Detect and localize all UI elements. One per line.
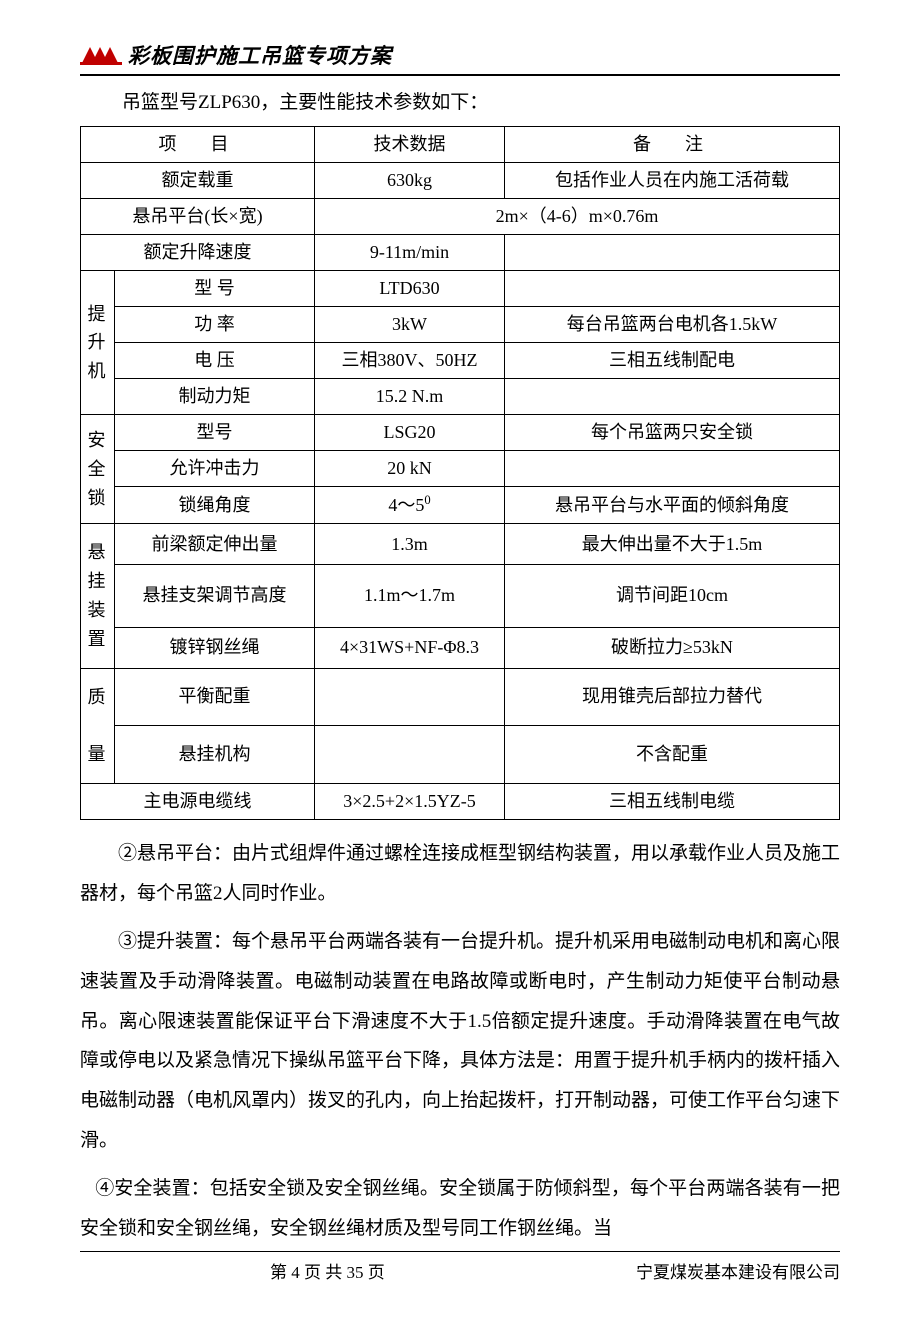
cell: LTD630 bbox=[315, 271, 505, 307]
cell: 调节间距10cm bbox=[505, 564, 840, 627]
cell: 破断拉力≥53kN bbox=[505, 628, 840, 669]
header-title: 彩板围护施工吊篮专项方案 bbox=[128, 40, 392, 70]
table-row: 额定升降速度 9-11m/min bbox=[81, 235, 840, 271]
table-row: 安全锁 型号 LSG20 每个吊篮两只安全锁 bbox=[81, 415, 840, 451]
table-row: 悬吊平台(长×宽) 2m×（4-6）m×0.76m bbox=[81, 199, 840, 235]
page-header: 彩板围护施工吊篮专项方案 bbox=[80, 40, 840, 76]
group-label: 提升机 bbox=[81, 271, 115, 415]
table-row: 制动力矩 15.2 N.m bbox=[81, 379, 840, 415]
cell: 制动力矩 bbox=[115, 379, 315, 415]
cell: 20 kN bbox=[315, 451, 505, 487]
table-row: 主电源电缆线 3×2.5+2×1.5YZ-5 三相五线制电缆 bbox=[81, 783, 840, 819]
company-logo-icon bbox=[80, 45, 122, 65]
table-row: 悬挂装置 前梁额定伸出量 1.3m 最大伸出量不大于1.5m bbox=[81, 524, 840, 565]
cell: 630kg bbox=[315, 163, 505, 199]
group-label: 安全锁 bbox=[81, 415, 115, 524]
cell: 悬吊平台(长×宽) bbox=[81, 199, 315, 235]
table-row: 锁绳角度 4～50 悬吊平台与水平面的倾斜角度 bbox=[81, 487, 840, 524]
table-row: 电 压 三相380V、50HZ 三相五线制配电 bbox=[81, 343, 840, 379]
cell: 每个吊篮两只安全锁 bbox=[505, 415, 840, 451]
cell: 1.3m bbox=[315, 524, 505, 565]
cell: 1.1m～1.7m bbox=[315, 564, 505, 627]
cell: 额定载重 bbox=[81, 163, 315, 199]
paragraph: ②悬吊平台：由片式组焊件通过螺栓连接成框型钢结构装置，用以承载作业人员及施工器材… bbox=[80, 834, 840, 914]
cell: 功 率 bbox=[115, 307, 315, 343]
group-label: 悬挂装置 bbox=[81, 524, 115, 668]
table-row: 质量 平衡配重 现用锥壳后部拉力替代 bbox=[81, 668, 840, 726]
th-item: 项 目 bbox=[81, 127, 315, 163]
cell: 锁绳角度 bbox=[115, 487, 315, 524]
cell: 型号 bbox=[115, 415, 315, 451]
cell: 最大伸出量不大于1.5m bbox=[505, 524, 840, 565]
intro-line: 吊篮型号ZLP630，主要性能技术参数如下： bbox=[122, 88, 840, 118]
cell: 允许冲击力 bbox=[115, 451, 315, 487]
cell: 镀锌钢丝绳 bbox=[115, 628, 315, 669]
paragraph: ③提升装置：每个悬吊平台两端各装有一台提升机。提升机采用电磁制动电机和离心限速装… bbox=[80, 922, 840, 1161]
table-row: 提升机 型 号 LTD630 bbox=[81, 271, 840, 307]
paragraph: ④安全装置：包括安全锁及安全钢丝绳。安全锁属于防倾斜型，每个平台两端各装有一把安… bbox=[80, 1169, 840, 1249]
table-row: 镀锌钢丝绳 4×31WS+NF-Φ8.3 破断拉力≥53kN bbox=[81, 628, 840, 669]
cell bbox=[505, 451, 840, 487]
cell: 电 压 bbox=[115, 343, 315, 379]
cell: 三相380V、50HZ bbox=[315, 343, 505, 379]
cell: 4×31WS+NF-Φ8.3 bbox=[315, 628, 505, 669]
cell: 悬挂支架调节高度 bbox=[115, 564, 315, 627]
page-footer: 第 4 页 共 35 页 宁夏煤炭基本建设有限公司 bbox=[80, 1251, 840, 1283]
cell: 不含配重 bbox=[505, 726, 840, 784]
cell: 三相五线制配电 bbox=[505, 343, 840, 379]
cell: 4～50 bbox=[315, 487, 505, 524]
cell: 每台吊篮两台电机各1.5kW bbox=[505, 307, 840, 343]
table-row: 额定载重 630kg 包括作业人员在内施工活荷载 bbox=[81, 163, 840, 199]
page-container: 彩板围护施工吊篮专项方案 吊篮型号ZLP630，主要性能技术参数如下： 项 目 … bbox=[0, 0, 920, 1317]
cell: 包括作业人员在内施工活荷载 bbox=[505, 163, 840, 199]
cell: 3kW bbox=[315, 307, 505, 343]
cell: 悬挂机构 bbox=[115, 726, 315, 784]
cell bbox=[505, 271, 840, 307]
cell: 额定升降速度 bbox=[81, 235, 315, 271]
cell: 主电源电缆线 bbox=[81, 783, 315, 819]
table-row: 悬挂机构 不含配重 bbox=[81, 726, 840, 784]
cell bbox=[505, 379, 840, 415]
cell bbox=[315, 668, 505, 726]
cell: 3×2.5+2×1.5YZ-5 bbox=[315, 783, 505, 819]
cell bbox=[315, 726, 505, 784]
cell: 前梁额定伸出量 bbox=[115, 524, 315, 565]
cell: LSG20 bbox=[315, 415, 505, 451]
table-row: 允许冲击力 20 kN bbox=[81, 451, 840, 487]
table-row: 项 目 技术数据 备 注 bbox=[81, 127, 840, 163]
cell bbox=[505, 235, 840, 271]
th-data: 技术数据 bbox=[315, 127, 505, 163]
cell: 平衡配重 bbox=[115, 668, 315, 726]
table-row: 功 率 3kW 每台吊篮两台电机各1.5kW bbox=[81, 307, 840, 343]
cell: 现用锥壳后部拉力替代 bbox=[505, 668, 840, 726]
table-row: 悬挂支架调节高度 1.1m～1.7m 调节间距10cm bbox=[81, 564, 840, 627]
cell: 悬吊平台与水平面的倾斜角度 bbox=[505, 487, 840, 524]
th-remark: 备 注 bbox=[505, 127, 840, 163]
cell: 三相五线制电缆 bbox=[505, 783, 840, 819]
cell: 9-11m/min bbox=[315, 235, 505, 271]
page-number: 第 4 页 共 35 页 bbox=[270, 1258, 385, 1283]
cell: 型 号 bbox=[115, 271, 315, 307]
cell: 15.2 N.m bbox=[315, 379, 505, 415]
cell: 2m×（4-6）m×0.76m bbox=[315, 199, 840, 235]
footer-company: 宁夏煤炭基本建设有限公司 bbox=[636, 1258, 840, 1283]
spec-table: 项 目 技术数据 备 注 额定载重 630kg 包括作业人员在内施工活荷载 悬吊… bbox=[80, 126, 840, 820]
group-label: 质量 bbox=[81, 668, 115, 783]
